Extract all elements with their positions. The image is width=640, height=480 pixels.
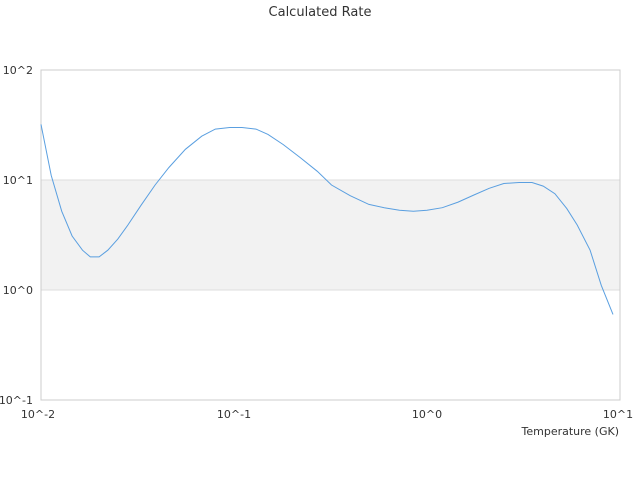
series-line (40, 124, 614, 315)
y-tick-label: 10^0 (3, 284, 33, 297)
x-tick-label: 10^0 (412, 408, 442, 421)
x-axis-title: Temperature (GK) (521, 425, 620, 438)
chart-title: Calculated Rate (269, 5, 372, 20)
x-tick-label: 10^-2 (21, 408, 55, 421)
y-tick-label: 10^1 (3, 174, 33, 187)
y-tick-label: 10^2 (3, 64, 33, 77)
plot-frame (40, 69, 621, 401)
tick-labels: 10^-2 10^-1 10^0 10^110^-110^010^110^2 (0, 64, 633, 421)
y-tick-label: 10^-1 (0, 394, 33, 407)
y-band-shading (41, 180, 620, 290)
x-tick-label: 10^1 (603, 408, 633, 421)
x-tick-label: 10^-1 (217, 408, 251, 421)
